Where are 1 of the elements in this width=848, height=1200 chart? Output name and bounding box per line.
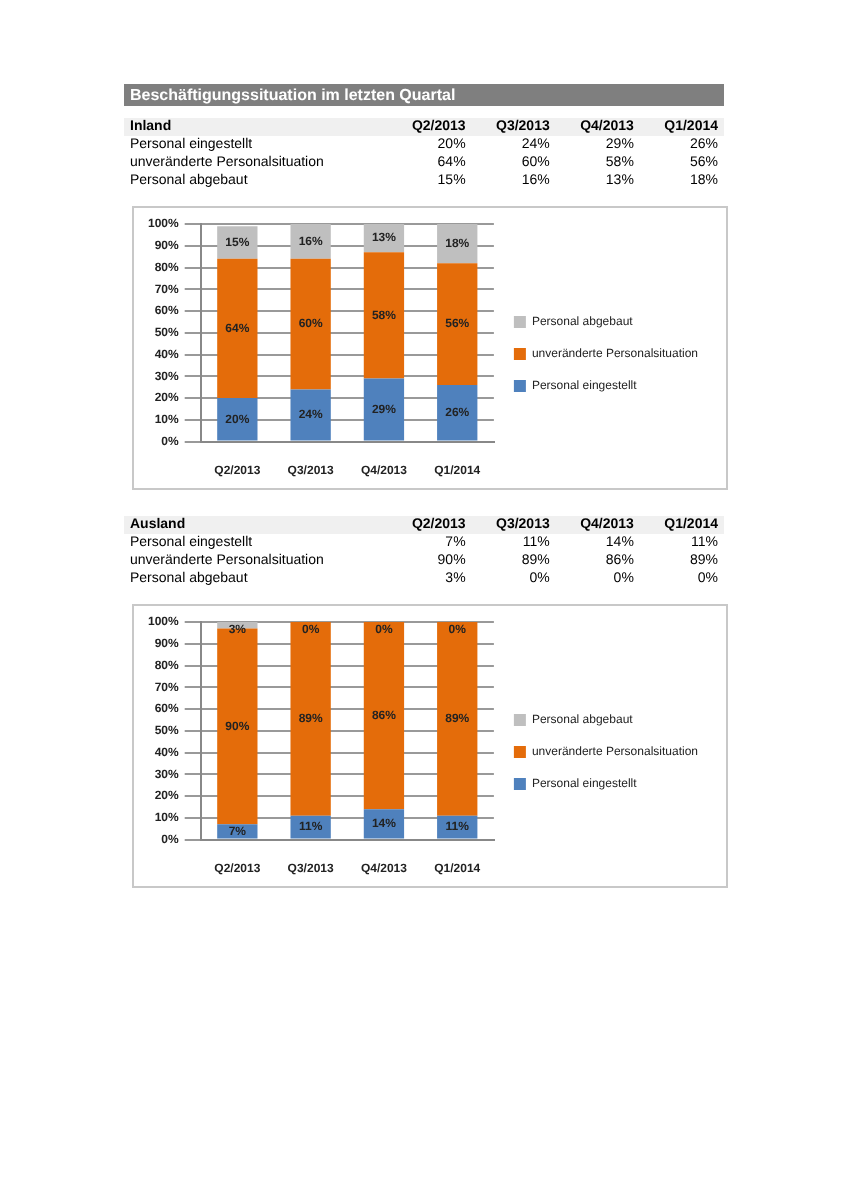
chart-title: Beschäftigungssituation im letzten Quartal	[124, 84, 724, 106]
